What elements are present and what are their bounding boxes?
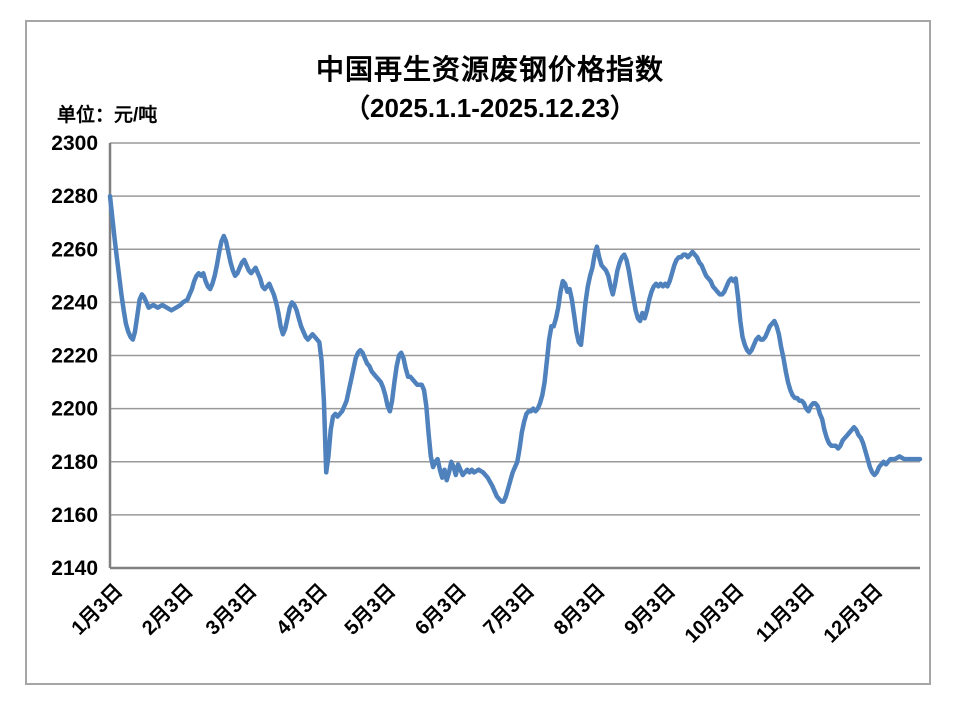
x-tick-label: 3月3日	[202, 580, 262, 640]
x-tick-label: 7月3日	[479, 580, 539, 640]
x-tick-label: 9月3日	[620, 580, 680, 640]
x-tick-label: 1月3日	[68, 580, 128, 640]
x-tick-label: 6月3日	[411, 580, 471, 640]
y-tick-label: 2240	[51, 291, 98, 314]
y-tick-label: 2220	[51, 345, 98, 368]
y-tick-label: 2260	[51, 238, 98, 261]
price-index-line	[107, 193, 923, 504]
y-axis-unit-label: 单位：元/吨	[57, 105, 158, 126]
x-tick-label: 12月3日	[820, 580, 887, 647]
x-tick-label: 10月3日	[681, 580, 748, 647]
y-tick-label: 2280	[51, 185, 98, 208]
y-tick-label: 2160	[51, 504, 98, 527]
chart-subtitle: （2025.1.1-2025.12.23）	[344, 93, 636, 123]
y-tick-label: 2180	[51, 451, 98, 474]
x-tick-label: 11月3日	[752, 580, 819, 647]
chart-title: 中国再生资源废钢价格指数	[315, 54, 664, 85]
x-tick-label: 8月3日	[550, 580, 610, 640]
y-tick-label: 2300	[51, 132, 98, 155]
y-tick-label: 2140	[51, 557, 98, 580]
x-tick-label: 5月3日	[341, 580, 401, 640]
y-tick-label: 2200	[51, 398, 98, 421]
x-tick-label: 4月3日	[272, 580, 332, 640]
x-tick-label: 2月3日	[138, 580, 198, 640]
